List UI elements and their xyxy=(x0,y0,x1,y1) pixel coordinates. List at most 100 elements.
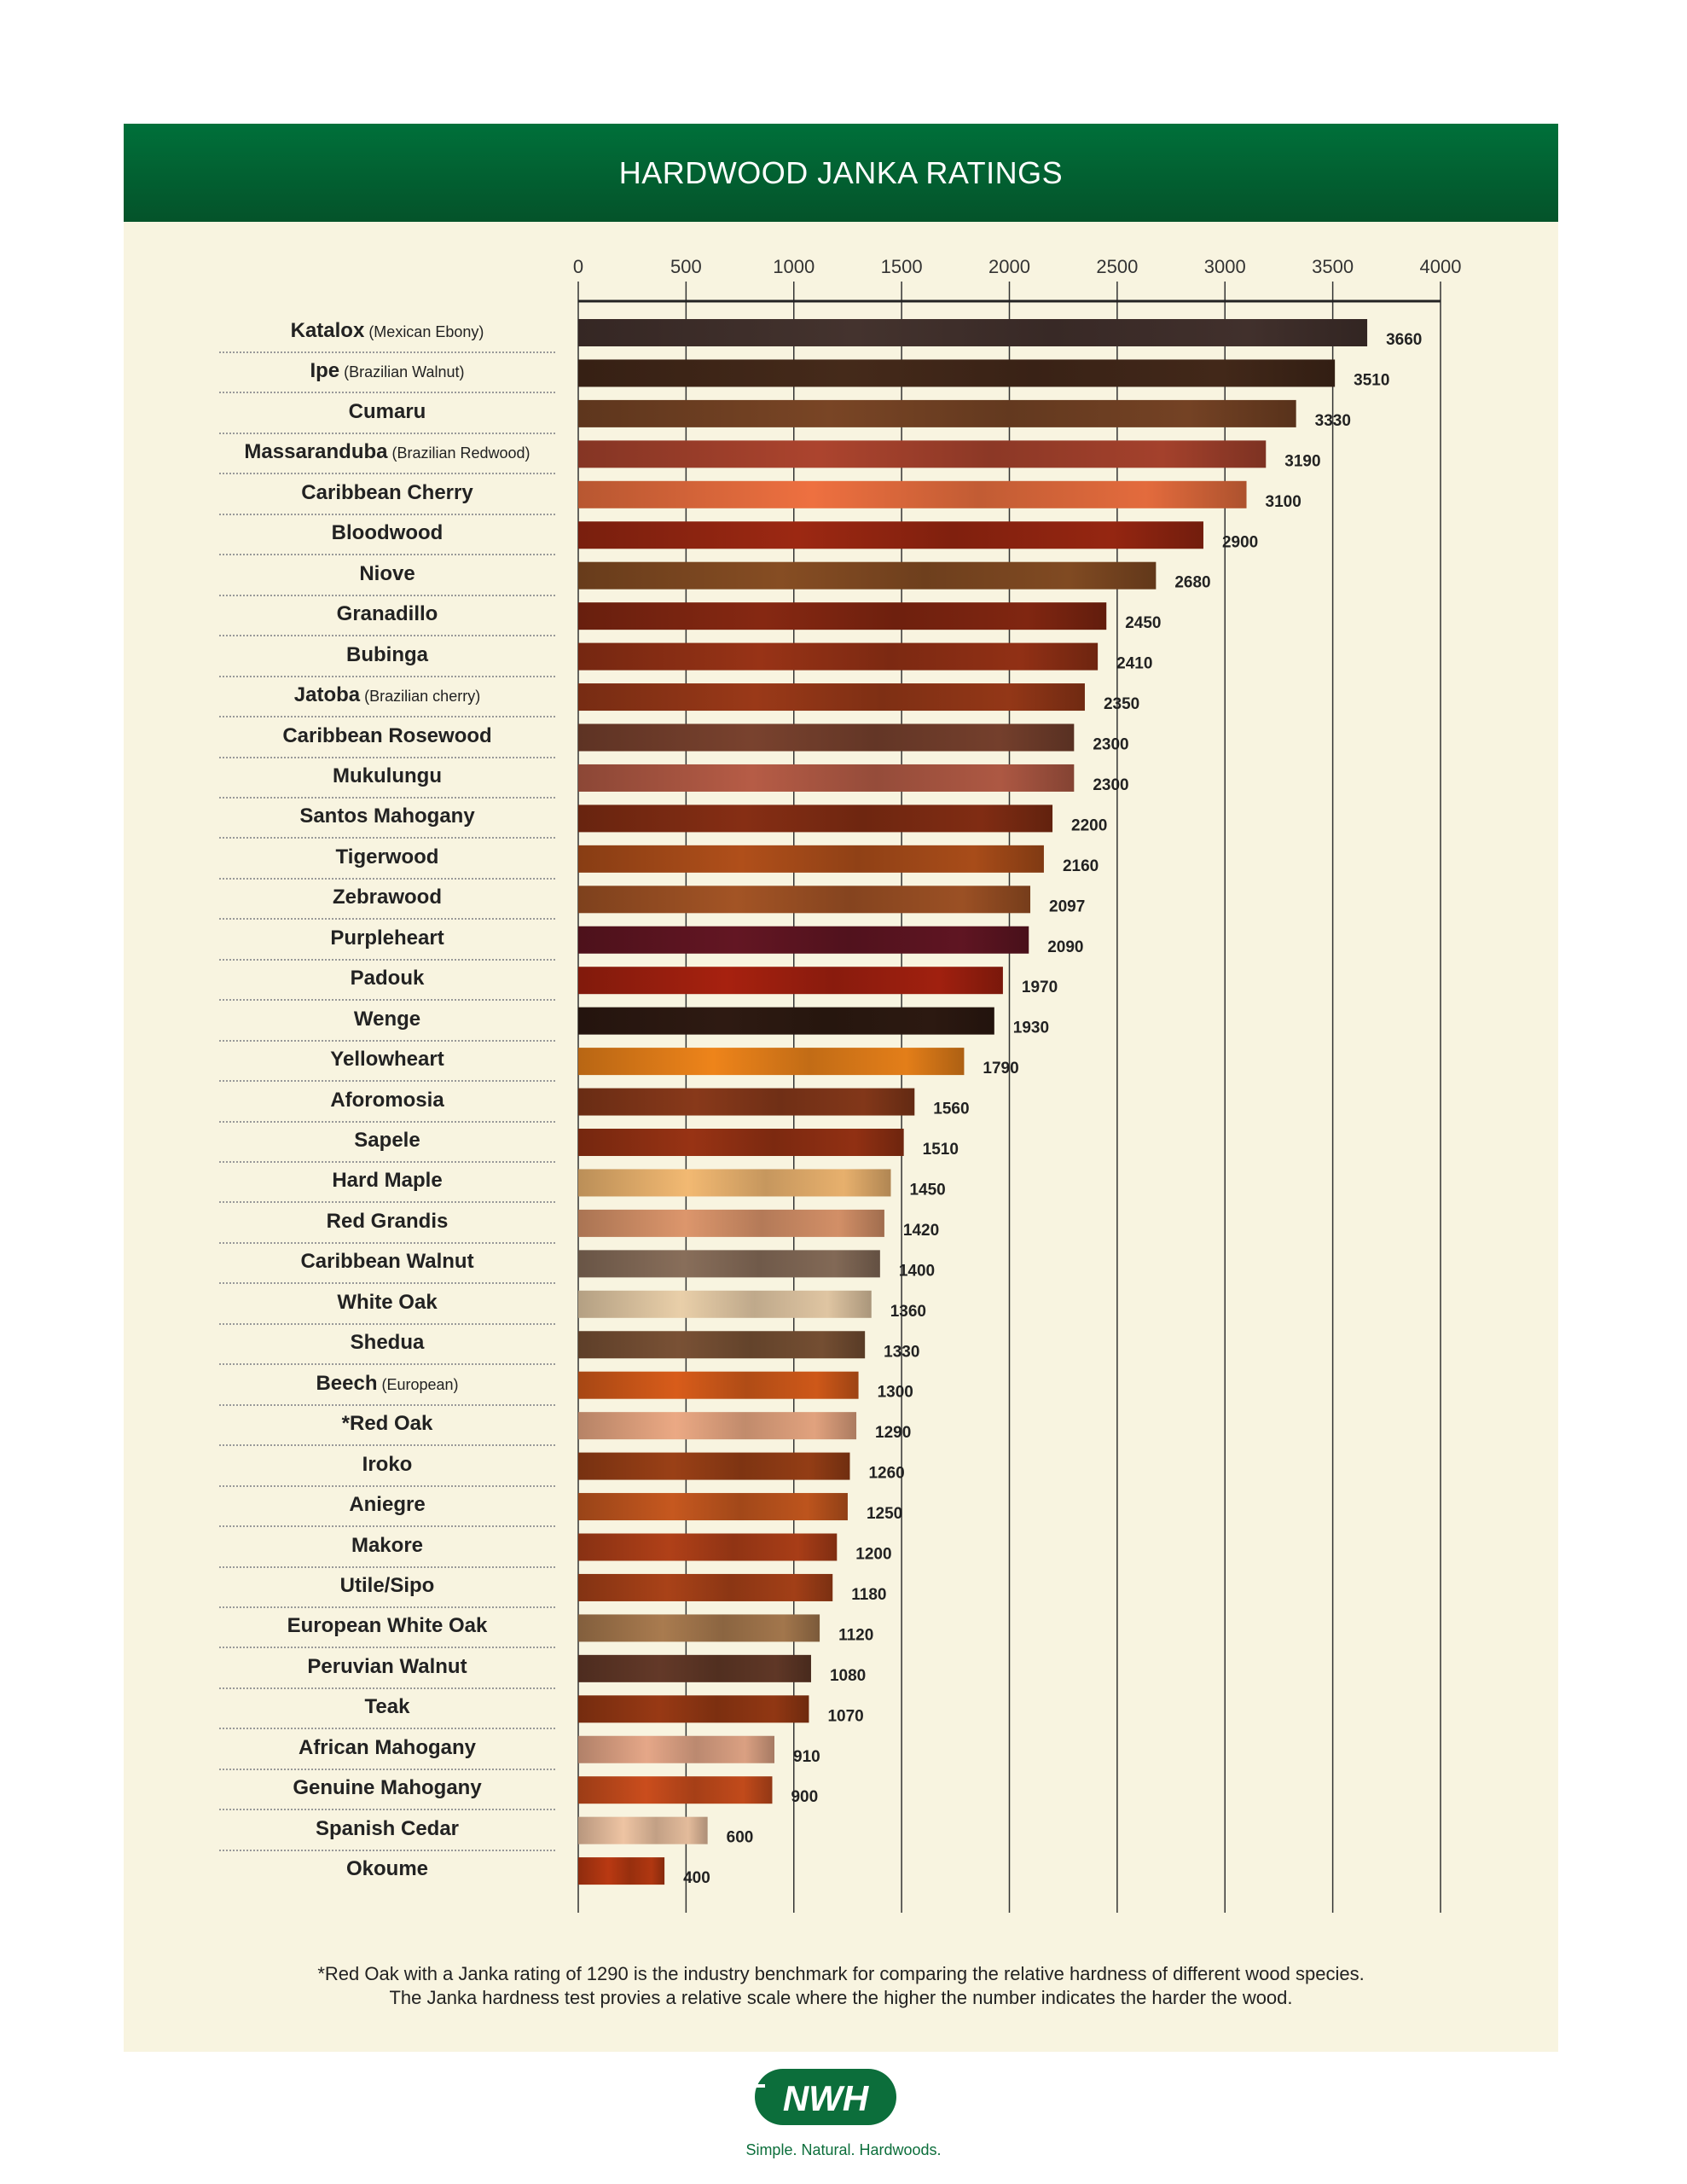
value-label: 2160 xyxy=(1063,857,1099,875)
row-divider xyxy=(219,1080,555,1083)
row-divider xyxy=(219,1282,555,1285)
row-divider xyxy=(219,635,555,637)
bar-cumaru xyxy=(578,399,1296,427)
row-divider xyxy=(219,554,555,556)
x-tick-label: 1000 xyxy=(773,256,815,277)
bar-caribbean-rosewood xyxy=(578,723,1075,752)
wood-name: Caribbean Walnut xyxy=(300,1250,474,1274)
wood-name: Wenge xyxy=(353,1007,421,1031)
row-divider xyxy=(219,473,555,475)
value-label: 1300 xyxy=(878,1384,913,1402)
row-divider xyxy=(219,1768,555,1770)
row-divider xyxy=(219,1039,555,1042)
bar-hard-maple xyxy=(578,1169,891,1197)
value-label: 2410 xyxy=(1116,655,1152,673)
x-tick-label: 2000 xyxy=(988,256,1030,277)
bar-wenge xyxy=(578,1007,994,1035)
wood-name: Utile/Sipo xyxy=(339,1573,435,1597)
value-label: 2300 xyxy=(1093,776,1128,794)
wood-name: Red Grandis xyxy=(326,1209,449,1233)
row-divider xyxy=(219,877,555,880)
wood-name: European White Oak xyxy=(287,1614,488,1638)
wood-name: Zebrawood xyxy=(332,886,442,909)
bar-beech xyxy=(578,1371,859,1399)
wood-label: Padouk xyxy=(219,967,555,990)
wood-name: Katalox xyxy=(290,319,365,342)
wood-name: Shedua xyxy=(350,1331,425,1355)
bar-yellowheart xyxy=(578,1048,965,1076)
footnote-line-1: *Red Oak with a Janka rating of 1290 is … xyxy=(317,1963,1365,1984)
wood-name: Ipe xyxy=(310,359,340,383)
value-label: 1120 xyxy=(838,1626,873,1644)
value-label: 2300 xyxy=(1093,736,1128,754)
wood-label: White Oak xyxy=(219,1291,555,1315)
bar-bloodwood xyxy=(578,521,1203,549)
row-divider xyxy=(219,1809,555,1811)
x-tick-label: 3000 xyxy=(1204,256,1246,277)
wood-label: Iroko xyxy=(219,1453,555,1477)
bar-granadillo xyxy=(578,602,1107,630)
value-label: 1400 xyxy=(899,1262,935,1280)
value-label: 1200 xyxy=(855,1546,891,1564)
row-divider xyxy=(219,513,555,515)
wood-label: Ipe (Brazilian Walnut) xyxy=(219,359,555,383)
wood-name: White Oak xyxy=(337,1290,438,1314)
value-label: 3100 xyxy=(1266,493,1301,511)
wood-label: Genuine Mahogany xyxy=(219,1776,555,1800)
bar-ipe xyxy=(578,359,1336,387)
wood-name: Aniegre xyxy=(349,1493,426,1517)
value-label: 3190 xyxy=(1284,452,1320,470)
wood-name: Jatoba xyxy=(293,683,361,707)
bar-aforomosia xyxy=(578,1088,915,1116)
value-label: 1450 xyxy=(909,1181,945,1199)
wood-name: Aforomosia xyxy=(330,1088,444,1112)
wood-name: Spanish Cedar xyxy=(315,1816,460,1840)
wood-label: Bloodwood xyxy=(219,521,555,545)
wood-name: Okoume xyxy=(345,1857,429,1881)
wood-label: Niove xyxy=(219,562,555,586)
wood-label: Teak xyxy=(219,1695,555,1719)
wood-name: Beech xyxy=(316,1371,378,1395)
row-divider xyxy=(219,999,555,1002)
wood-name: Caribbean Cherry xyxy=(301,480,473,504)
wood-label: Aforomosia xyxy=(219,1089,555,1112)
wood-label: Caribbean Rosewood xyxy=(219,724,555,748)
row-divider xyxy=(219,432,555,434)
wood-name: Bloodwood xyxy=(331,521,443,545)
value-label: 1250 xyxy=(867,1505,902,1523)
value-label: 1930 xyxy=(1013,1019,1049,1037)
bar-massaranduba xyxy=(578,440,1267,468)
bar-niove xyxy=(578,561,1157,590)
wood-label: Cumaru xyxy=(219,400,555,424)
value-label: 1260 xyxy=(868,1465,904,1483)
wood-name: Peruvian Walnut xyxy=(307,1654,467,1678)
wood-name: Hard Maple xyxy=(332,1169,443,1193)
bar-padouk xyxy=(578,967,1003,995)
wood-alt-name: (European) xyxy=(377,1375,459,1393)
wood-name: Teak xyxy=(364,1695,410,1719)
row-divider xyxy=(219,1201,555,1204)
footnote: *Red Oak with a Janka rating of 1290 is … xyxy=(124,1962,1558,2010)
row-divider xyxy=(219,594,555,596)
row-divider xyxy=(219,1444,555,1447)
wood-name: Mukulungu xyxy=(333,764,442,787)
wood-label: Shedua xyxy=(219,1331,555,1355)
row-divider xyxy=(219,1161,555,1163)
value-label: 1790 xyxy=(983,1060,1018,1077)
wood-label: Beech (European) xyxy=(219,1372,555,1396)
row-divider xyxy=(219,1525,555,1528)
x-tick-label: 1500 xyxy=(881,256,923,277)
row-divider xyxy=(219,1849,555,1851)
value-label: 1970 xyxy=(1022,979,1058,996)
wood-name: Bubinga xyxy=(346,642,428,666)
wood-label: Aniegre xyxy=(219,1493,555,1517)
row-divider xyxy=(219,1403,555,1406)
wood-label: Sapele xyxy=(219,1129,555,1153)
bar-peruvian-walnut xyxy=(578,1654,811,1682)
row-divider xyxy=(219,392,555,394)
bar-bubinga xyxy=(578,642,1099,671)
wood-alt-name: (Brazilian Redwood) xyxy=(387,444,530,462)
wood-label: European White Oak xyxy=(219,1614,555,1638)
row-divider xyxy=(219,716,555,718)
row-divider xyxy=(219,756,555,758)
